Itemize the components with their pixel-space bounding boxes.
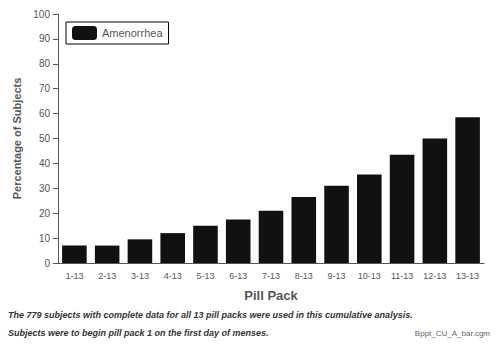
svg-text:6-13: 6-13 bbox=[229, 271, 247, 281]
svg-text:90: 90 bbox=[39, 33, 51, 44]
svg-text:3-13: 3-13 bbox=[131, 271, 149, 281]
svg-text:30: 30 bbox=[39, 183, 51, 194]
svg-text:2-13: 2-13 bbox=[98, 271, 116, 281]
svg-text:50: 50 bbox=[39, 133, 51, 144]
svg-text:10-13: 10-13 bbox=[358, 271, 381, 281]
svg-text:60: 60 bbox=[39, 108, 51, 119]
svg-text:Percentage of Subjects: Percentage of Subjects bbox=[11, 78, 23, 200]
svg-text:Subjects were to begin pill pa: Subjects were to begin pill pack 1 on th… bbox=[8, 328, 269, 338]
svg-text:12-13: 12-13 bbox=[423, 271, 446, 281]
svg-text:11-13: 11-13 bbox=[391, 271, 413, 281]
svg-text:0: 0 bbox=[44, 258, 50, 269]
svg-text:80: 80 bbox=[39, 58, 51, 69]
svg-text:10: 10 bbox=[39, 233, 51, 244]
svg-text:1-13: 1-13 bbox=[65, 271, 83, 281]
svg-text:100: 100 bbox=[33, 9, 50, 20]
svg-text:20: 20 bbox=[39, 208, 51, 219]
svg-text:70: 70 bbox=[39, 83, 51, 94]
svg-text:4-13: 4-13 bbox=[164, 271, 182, 281]
svg-text:9-13: 9-13 bbox=[328, 271, 346, 281]
svg-text:5-13: 5-13 bbox=[196, 271, 214, 281]
svg-text:13-13: 13-13 bbox=[456, 271, 479, 281]
svg-text:7-13: 7-13 bbox=[262, 271, 280, 281]
svg-text:Bppt_CU_A_bar.cgm: Bppt_CU_A_bar.cgm bbox=[415, 329, 490, 338]
svg-text:Pill Pack: Pill Pack bbox=[244, 288, 298, 303]
svg-text:8-13: 8-13 bbox=[295, 271, 313, 281]
svg-text:40: 40 bbox=[39, 158, 51, 169]
svg-text:Amenorrhea: Amenorrhea bbox=[102, 27, 163, 39]
svg-text:The 779 subjects with complete: The 779 subjects with complete data for … bbox=[8, 310, 413, 320]
